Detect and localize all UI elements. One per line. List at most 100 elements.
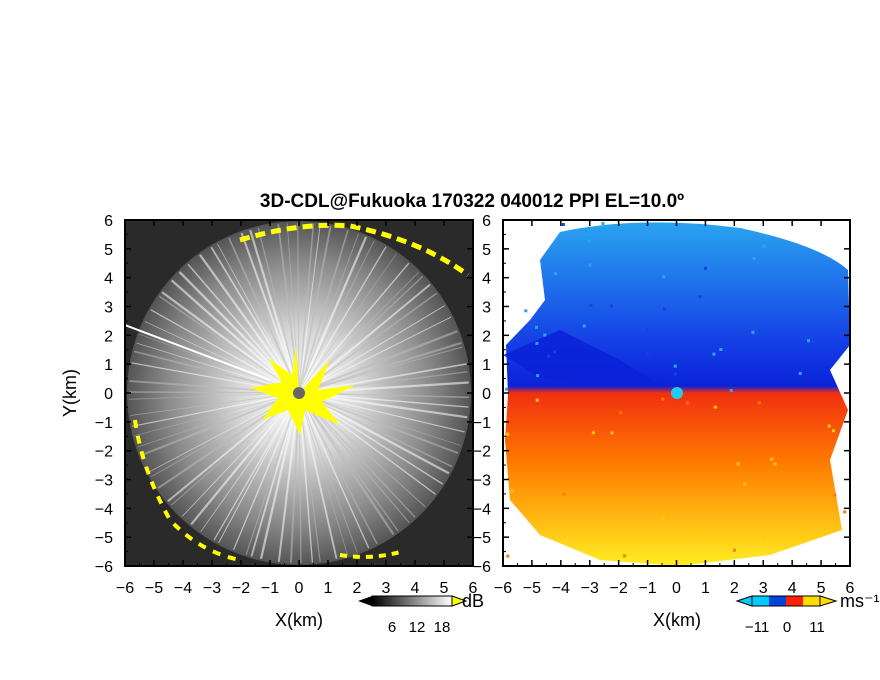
x-tick-label: 5: [817, 580, 826, 597]
right-colorbar-tick-2: 11: [809, 619, 825, 636]
y-tick-label: −6: [473, 559, 491, 576]
y-tick-label: −4: [473, 501, 491, 518]
velocity-speck: [663, 307, 667, 311]
velocity-speck: [757, 401, 761, 405]
colorbar-max-arrow-right: [819, 595, 838, 607]
intensity-ray: [298, 392, 395, 535]
colorbar-seg-3: [786, 596, 803, 606]
velocity-speck: [535, 325, 539, 329]
intensity-ray: [130, 392, 300, 416]
velocity-speck: [506, 432, 510, 436]
y-tick-label: 2: [104, 328, 113, 345]
intensity-ray: [161, 291, 300, 394]
intensity-ray: [298, 392, 378, 545]
velocity-speck: [510, 489, 514, 493]
left-colorbar-tick-1: 12: [409, 619, 426, 636]
x-tick-label: 0: [295, 580, 304, 597]
left-axis-ticks: −6−6 −5 −5 −4 −4 −3 −3 −2 −2 −1 −1 0 0 1 1 2 2 3 3 4 4 5 5 6 6: [95, 213, 478, 597]
intensity-ray: [297, 223, 300, 394]
y-tick-label: −6: [95, 559, 113, 576]
velocity-speck: [673, 364, 677, 368]
right-colorbar-tick-1: 0: [783, 619, 791, 636]
y-tick-label: 5: [482, 242, 491, 259]
velocity-speck: [736, 462, 740, 466]
velocity-speck: [761, 536, 765, 540]
intensity-ray: [298, 392, 370, 549]
y-tick-label: 0: [482, 386, 491, 403]
intensity-ray: [298, 240, 375, 394]
y-tick-label: 3: [482, 300, 491, 317]
x-tick-label: 2: [353, 580, 362, 597]
x-tick-label: 3: [759, 580, 768, 597]
velocity-speck: [610, 304, 614, 308]
colorbar-max-arrow: [451, 595, 468, 607]
intensity-ray: [240, 232, 300, 394]
intensity-ray: [298, 392, 338, 560]
left-colorbar-tick-2: 18: [434, 619, 451, 636]
intensity-ray: [298, 225, 332, 394]
intensity-ray: [298, 363, 467, 394]
y-tick-label: 1: [482, 357, 491, 374]
intensity-ray: [249, 229, 301, 394]
x-tick-label: 6: [846, 580, 855, 597]
left-intensity-field: [125, 221, 471, 565]
y-tick-label: −4: [95, 501, 113, 518]
velocity-speck: [752, 257, 756, 261]
intensity-ray: [250, 392, 300, 557]
approaching-band: [503, 330, 660, 385]
intensity-ray: [298, 392, 461, 446]
velocity-speck: [698, 295, 702, 299]
velocity-speck: [662, 275, 666, 279]
y-tick-label: 6: [104, 213, 113, 230]
x-tick-label: −4: [552, 580, 570, 597]
velocity-speck: [831, 429, 835, 433]
x-tick-label: −3: [203, 580, 221, 597]
intensity-ray: [150, 309, 300, 394]
velocity-speck: [705, 339, 709, 343]
velocity-speck: [588, 263, 592, 267]
velocity-speck: [591, 431, 595, 435]
y-tick-label: −1: [95, 415, 113, 432]
velocity-speck: [729, 389, 733, 393]
y-tick-label: 0: [104, 386, 113, 403]
x-tick-label: −6: [116, 580, 134, 597]
intensity-ray: [132, 392, 300, 427]
left-colorbar: 6 12 18 dB: [358, 591, 484, 636]
velocity-speck: [773, 462, 777, 466]
x-tick-label: 2: [730, 580, 739, 597]
velocity-speck: [553, 350, 557, 354]
chart-title: 3D-CDL@Fukuoka 170322 040012 PPI EL=10.0…: [260, 191, 684, 212]
intensity-ray: [134, 392, 300, 437]
intensity-ray: [257, 227, 300, 394]
velocity-speck: [807, 339, 811, 343]
velocity-speck: [813, 456, 817, 460]
intensity-ray: [298, 224, 321, 394]
velocity-speck: [645, 352, 649, 356]
intensity-ray: [298, 392, 459, 454]
x-tick-label: 0: [672, 580, 681, 597]
right-panel: −6−6 −5 −5 −4 −4 −3 −3 −2 −2 −1 −1 0 0 1 1 2 2 3 3 4 4 5 5 6 6 X…: [473, 213, 855, 630]
intensity-ray: [217, 243, 300, 394]
velocity-speck: [547, 354, 551, 358]
right-axis-ticks: −6−6 −5 −5 −4 −4 −3 −3 −2 −2 −1 −1 0 0 1 1 2 2 3 3 4 4 5 5 6 6: [473, 213, 855, 597]
velocity-speck: [553, 272, 557, 276]
intensity-ray: [245, 392, 300, 555]
intensity-ray: [190, 392, 300, 526]
x-tick-label: 1: [324, 580, 333, 597]
x-tick-label: −4: [174, 580, 192, 597]
x-tick-label: −2: [232, 580, 250, 597]
y-tick-label: −5: [95, 530, 113, 547]
colorbar-min-arrow-right: [735, 595, 753, 607]
y-tick-label: 6: [482, 213, 491, 230]
velocity-speck: [622, 554, 626, 558]
colorbar-seg-4: [803, 596, 820, 606]
velocity-noise: [505, 222, 847, 558]
velocity-speck: [827, 424, 831, 428]
velocity-speck: [751, 330, 755, 334]
velocity-speck: [733, 343, 737, 347]
velocity-speck: [524, 309, 528, 313]
y-tick-label: −2: [473, 444, 491, 461]
intensity-ray: [297, 236, 368, 394]
intensity-ray: [298, 229, 349, 394]
